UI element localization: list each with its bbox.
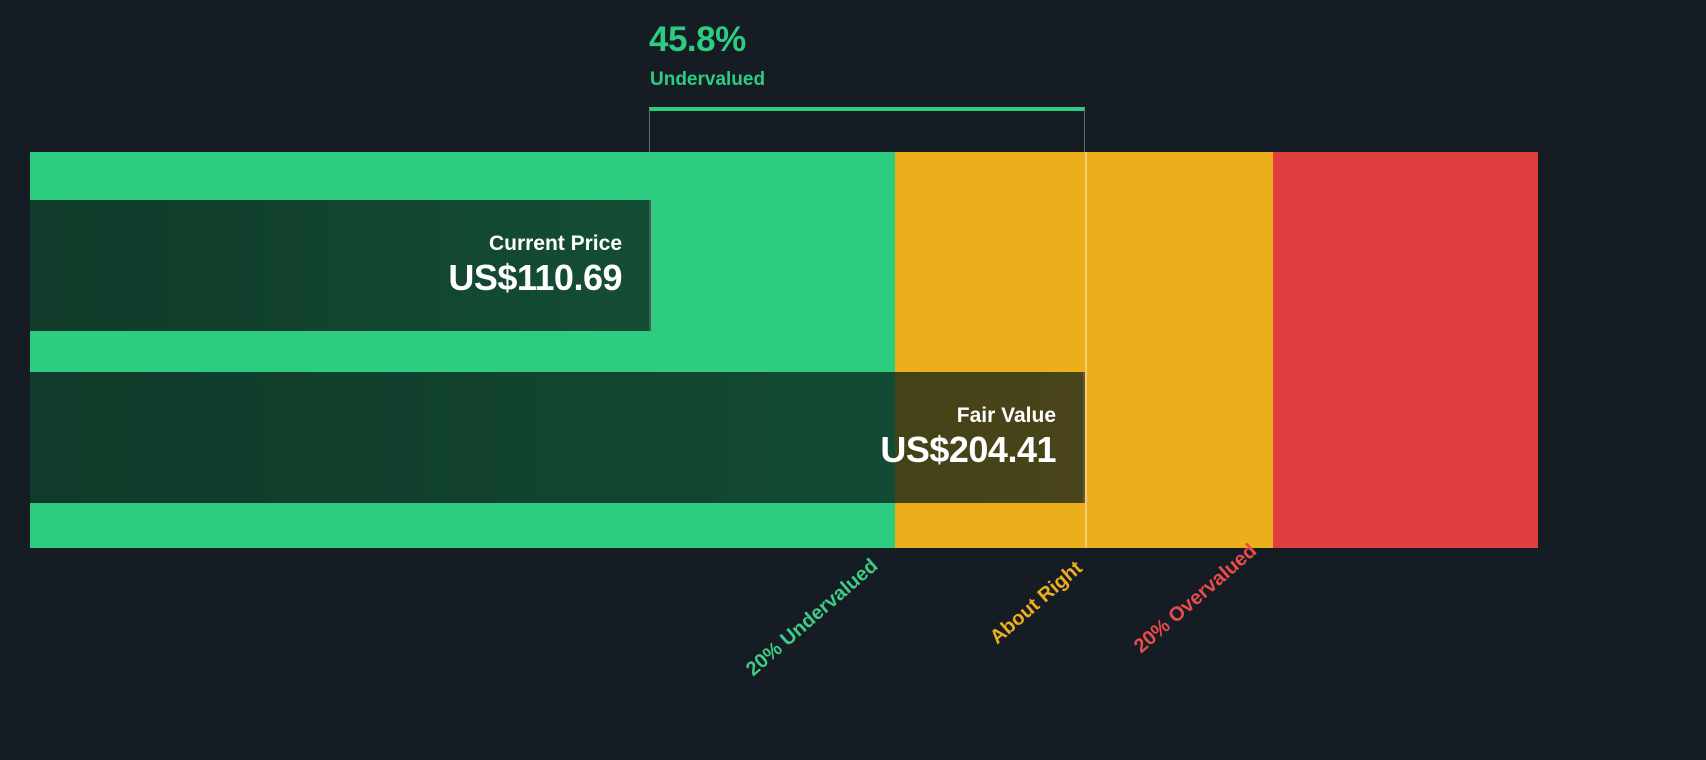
valuation-verdict: Undervalued [650,69,766,90]
fair-value-divider [1085,152,1087,548]
axis-label-about-right: About Right [986,556,1087,649]
fair-value-gap-bracket [649,107,1085,153]
fair-value-value: US$204.41 [880,428,1056,470]
current-price-value: US$110.69 [448,256,622,298]
valuation-bar: Current Price US$110.69 Fair Value US$20… [30,152,1538,548]
current-price-bar: Current Price US$110.69 [30,200,651,331]
zone-overvalued [1273,152,1538,548]
fair-value-bar: Fair Value US$204.41 [30,372,1085,503]
undervalued-percent: 45.8% [649,20,746,59]
axis-label-undervalued: 20% Undervalued [742,554,883,681]
fair-value-label: Fair Value [956,403,1056,427]
current-price-label: Current Price [488,231,622,255]
axis-label-overvalued: 20% Overvalued [1130,539,1262,658]
